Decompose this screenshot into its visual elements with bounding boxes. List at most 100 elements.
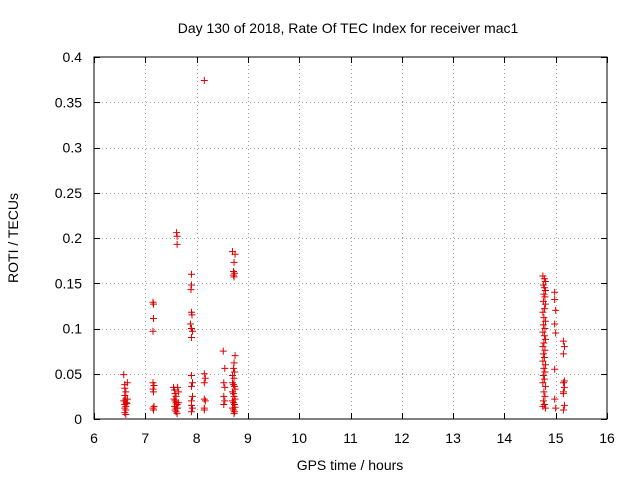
data-point [221, 397, 229, 405]
y-tick-label: 0.3 [63, 140, 83, 156]
data-point [541, 346, 549, 354]
data-point [219, 347, 227, 355]
data-point [121, 409, 129, 417]
data-point [539, 343, 547, 351]
chart-title: Day 130 of 2018, Rate Of TEC Index for r… [178, 20, 519, 36]
data-point [540, 353, 548, 361]
data-point [150, 315, 158, 323]
data-point [186, 320, 194, 328]
data-point [230, 258, 238, 266]
data-point [539, 350, 547, 358]
x-tick-label: 14 [497, 430, 513, 446]
data-point [150, 382, 158, 390]
data-point [551, 365, 559, 373]
data-point [541, 325, 549, 332]
data-point [174, 404, 182, 412]
data-point [172, 408, 180, 416]
data-point [229, 379, 237, 387]
data-point [229, 404, 237, 412]
data-point [220, 401, 228, 409]
data-point [540, 375, 548, 383]
y-tick-label: 0.4 [63, 49, 83, 65]
y-tick-label: 0.1 [63, 321, 83, 337]
data-point [541, 368, 549, 376]
data-point [541, 404, 549, 412]
y-tick-label: 0.15 [55, 275, 82, 291]
data-point [200, 395, 208, 403]
data-point [539, 372, 547, 380]
data-point [541, 277, 549, 285]
data-point [150, 406, 158, 414]
data-point [150, 300, 158, 308]
data-point [540, 401, 548, 409]
data-point [540, 339, 548, 347]
data-point [230, 410, 238, 418]
data-point [541, 293, 549, 301]
data-point [541, 335, 549, 343]
data-point [174, 383, 182, 391]
x-tick-label: 15 [548, 430, 564, 446]
data-point [559, 406, 567, 414]
data-point [540, 332, 548, 340]
data-point [173, 229, 181, 237]
data-point [541, 392, 549, 400]
x-tick-label: 7 [141, 430, 149, 446]
data-point [201, 397, 209, 405]
data-point [559, 337, 567, 345]
y-tick-label: 0.2 [63, 230, 83, 246]
data-point [188, 404, 196, 412]
x-tick-label: 9 [244, 430, 252, 446]
data-point [559, 379, 567, 387]
x-tick-label: 12 [394, 430, 410, 446]
data-point [220, 379, 228, 387]
data-point [559, 350, 567, 358]
data-point [188, 327, 196, 335]
data-point [231, 269, 239, 277]
data-point [230, 374, 238, 382]
data-point [150, 402, 158, 410]
y-axis-label: ROTI / TECUs [5, 193, 21, 283]
data-points [120, 77, 568, 418]
data-point [188, 379, 196, 387]
x-tick-label: 10 [291, 430, 307, 446]
data-point [123, 379, 131, 387]
data-point [220, 392, 228, 400]
data-point [150, 388, 158, 396]
x-axis-label: GPS time / hours [297, 457, 404, 473]
data-point [200, 406, 208, 414]
data-point [170, 395, 178, 403]
data-point [122, 410, 130, 418]
data-point [540, 388, 548, 396]
data-point [539, 321, 547, 329]
data-point [230, 406, 238, 414]
data-point [187, 408, 195, 416]
data-point [171, 402, 179, 410]
data-point [121, 384, 129, 392]
data-point [541, 286, 549, 294]
y-tick-label: 0.05 [55, 366, 82, 382]
data-point [221, 383, 229, 391]
data-point [173, 232, 181, 240]
data-point [120, 371, 128, 379]
data-point [551, 395, 559, 403]
data-point [230, 271, 238, 279]
data-point [231, 368, 239, 376]
data-point [230, 273, 238, 281]
plot-frame [93, 56, 608, 420]
data-point [551, 320, 559, 328]
data-point [200, 370, 208, 378]
data-point [229, 397, 237, 405]
data-point [539, 397, 547, 405]
data-point [541, 382, 549, 390]
data-point [173, 410, 181, 418]
grid-lines [94, 57, 607, 419]
data-point [188, 311, 196, 319]
data-point [187, 382, 195, 390]
data-point [221, 364, 229, 372]
data-point [231, 352, 239, 360]
data-point [560, 343, 568, 351]
data-point [540, 364, 548, 372]
data-point [560, 401, 568, 409]
x-tick-label: 6 [90, 430, 98, 446]
